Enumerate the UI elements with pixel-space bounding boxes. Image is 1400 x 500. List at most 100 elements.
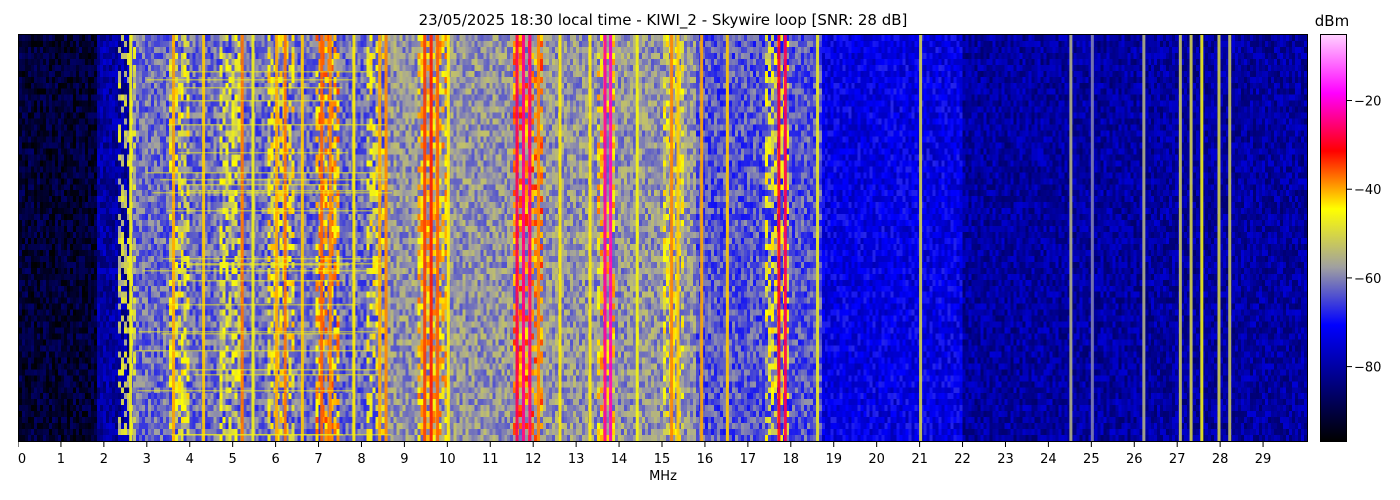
heatmap-cell	[84, 136, 89, 144]
heatmap-cell	[60, 255, 65, 263]
heatmap-cell	[150, 238, 155, 245]
heatmap-cell	[54, 46, 59, 54]
heatmap-cell	[45, 423, 50, 430]
heatmap-cell	[135, 333, 140, 341]
heatmap-cell	[111, 399, 116, 406]
heatmap-cell	[57, 291, 62, 299]
heatmap-cell	[123, 172, 128, 179]
heatmap-cell	[30, 35, 35, 42]
heatmap-cell	[93, 291, 98, 299]
heatmap-cell	[33, 184, 38, 191]
heatmap-cell	[60, 100, 65, 108]
heatmap-cell	[75, 178, 80, 185]
heatmap-cell	[138, 363, 143, 370]
heatmap-cell	[153, 148, 158, 156]
heatmap-cell	[72, 375, 77, 382]
heatmap-cell	[78, 375, 83, 382]
heatmap-cell	[33, 172, 38, 179]
heatmap-cell	[108, 172, 113, 179]
heatmap-cell	[105, 393, 110, 400]
heatmap-cell	[138, 273, 143, 281]
heatmap-cell	[42, 232, 47, 239]
heatmap-cell	[117, 220, 122, 227]
heatmap-cell	[30, 130, 35, 138]
heatmap-cell	[90, 202, 95, 209]
heatmap-cell	[126, 100, 131, 108]
heatmap-cell	[84, 214, 89, 221]
heatmap-cell	[66, 243, 71, 251]
heatmap-cell	[138, 351, 143, 359]
heatmap-cell	[24, 243, 29, 251]
heatmap-cell	[123, 226, 128, 233]
heatmap-cell	[123, 393, 128, 400]
heatmap-cell	[120, 351, 125, 359]
heatmap-cell	[120, 261, 125, 269]
heatmap-cell	[63, 417, 68, 424]
heatmap-cell	[132, 70, 137, 78]
heatmap-cell	[22, 100, 26, 108]
heatmap-cell	[138, 381, 143, 388]
heatmap-cell	[153, 339, 158, 347]
heatmap-cell	[60, 435, 65, 441]
heatmap-cell	[147, 249, 152, 257]
heatmap-cell	[138, 399, 143, 406]
heatmap-cell	[24, 267, 29, 275]
heatmap-cell	[24, 393, 29, 400]
heatmap-cell	[60, 297, 65, 305]
heatmap-cell	[108, 166, 113, 173]
heatmap-cell	[84, 267, 89, 275]
heatmap-cell	[57, 184, 62, 191]
heatmap-cell	[150, 351, 155, 359]
heatmap-cell	[36, 279, 41, 287]
heatmap-cell	[39, 333, 44, 341]
heatmap-cell	[132, 220, 137, 227]
heatmap-cell	[45, 279, 50, 287]
heatmap-cell	[153, 35, 158, 42]
heatmap-cell	[147, 94, 152, 102]
heatmap-cell	[120, 309, 125, 317]
heatmap-cell	[63, 429, 68, 436]
heatmap-cell	[57, 387, 62, 394]
heatmap-cell	[126, 249, 131, 257]
heatmap-cell	[105, 423, 110, 430]
heatmap-cell	[138, 136, 143, 144]
heatmap-cell	[111, 279, 116, 287]
heatmap-cell	[78, 124, 83, 132]
heatmap-cell	[30, 393, 35, 400]
heatmap-cell	[105, 214, 110, 221]
heatmap-cell	[45, 208, 50, 215]
heatmap-cell	[90, 351, 95, 359]
heatmap-cell	[60, 136, 65, 144]
heatmap-cell	[54, 202, 59, 209]
heatmap-cell	[27, 142, 32, 150]
heatmap-cell	[126, 124, 131, 132]
heatmap-cell	[63, 339, 68, 347]
heatmap-cell	[126, 411, 131, 418]
heatmap-cell	[93, 142, 98, 150]
heatmap-cell	[111, 333, 116, 341]
heatmap-cell	[135, 363, 140, 370]
heatmap-cell	[24, 417, 29, 424]
heatmap-cell	[84, 238, 89, 245]
heatmap-cell	[96, 208, 101, 215]
heatmap-cell	[19, 154, 23, 161]
heatmap-cell	[99, 243, 104, 251]
heatmap-cell	[24, 136, 29, 144]
heatmap-cell	[78, 315, 83, 323]
heatmap-cell	[69, 267, 74, 275]
heatmap-cell	[111, 315, 116, 323]
heatmap-cell	[45, 435, 50, 441]
heatmap-cell	[117, 46, 122, 54]
heatmap-cell	[90, 214, 95, 221]
heatmap-cell	[57, 82, 62, 90]
heatmap-cell	[63, 124, 68, 132]
heatmap-cell	[93, 130, 98, 138]
heatmap-cell	[57, 70, 62, 78]
heatmap-cell	[99, 255, 104, 263]
heatmap-cell	[27, 393, 32, 400]
heatmap-cell	[132, 387, 137, 394]
heatmap-cell	[123, 423, 128, 430]
heatmap-cell	[105, 100, 110, 108]
heatmap-cell	[150, 154, 155, 161]
heatmap-cell	[42, 124, 47, 132]
